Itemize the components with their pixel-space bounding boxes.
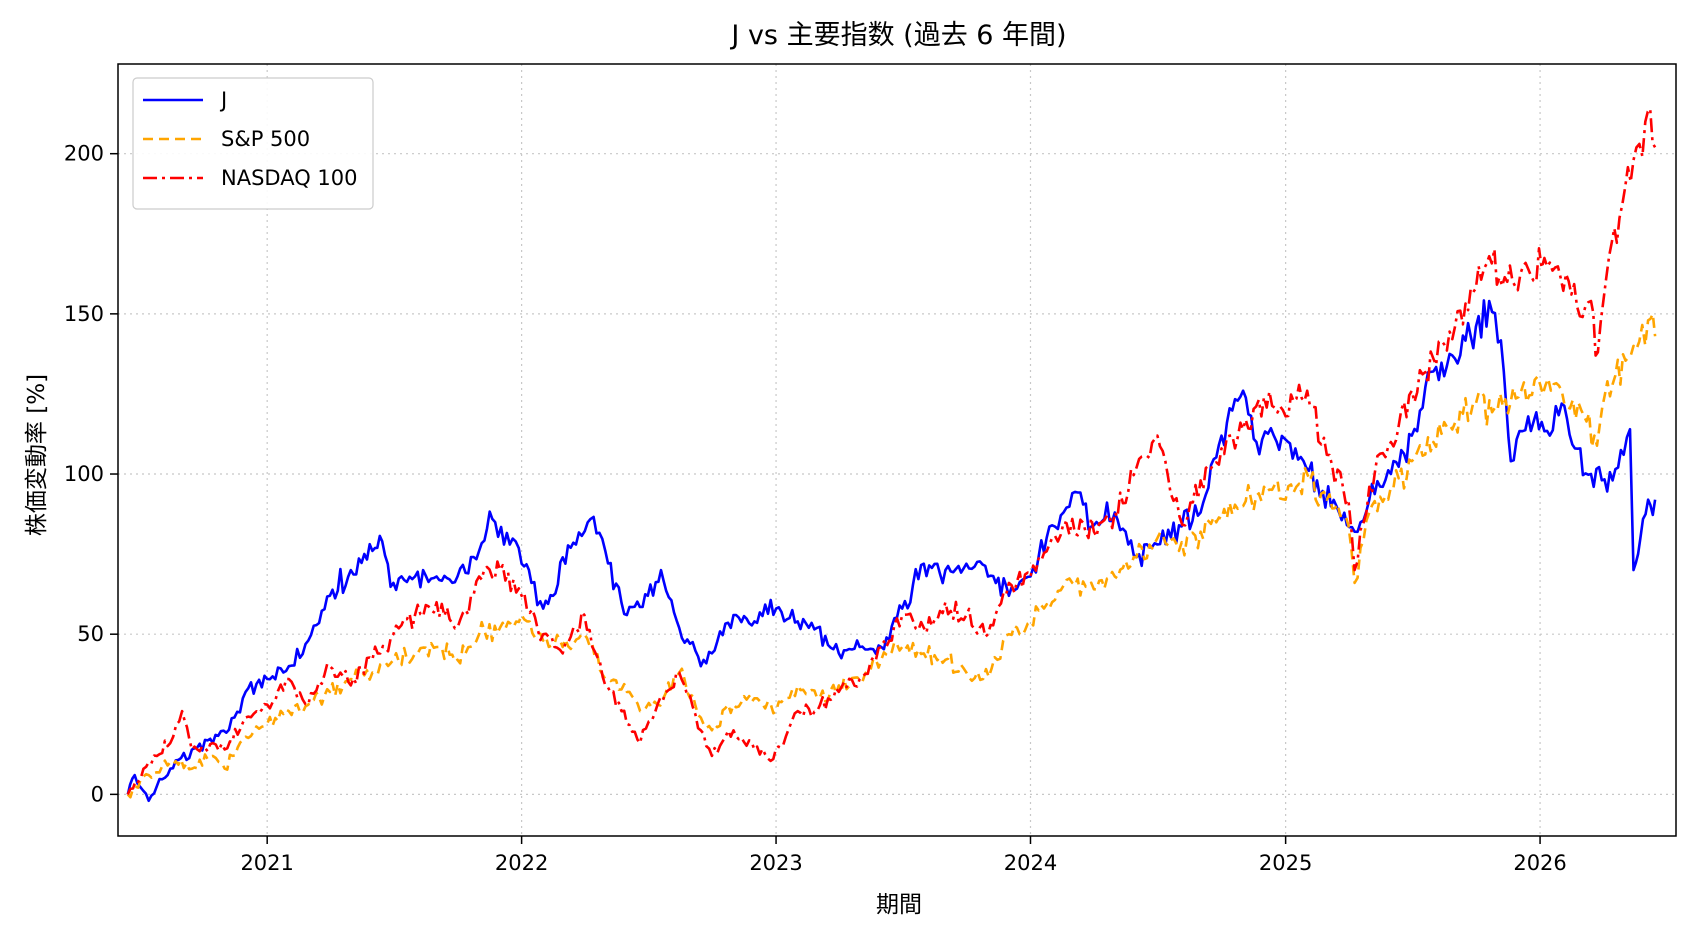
series-lines: [126, 107, 1657, 803]
axis-ticks: 0 50 100 150 200 2021 2022 2023 2024 2025 2026: [64, 142, 1567, 875]
legend-label: S&P 500: [221, 127, 310, 151]
x-tick-label: 2022: [495, 851, 548, 875]
y-tick-label: 0: [91, 782, 104, 806]
legend-label: J: [219, 88, 227, 112]
x-tick-label: 2023: [749, 851, 802, 875]
legend: J S&P 500 NASDAQ 100: [132, 77, 374, 210]
y-tick-label: 100: [64, 462, 104, 486]
plot-area-frame: [117, 63, 1677, 837]
y-tick-label: 200: [64, 142, 104, 166]
y-axis-label: 株価変動率 [%]: [24, 374, 50, 536]
chart-title: J vs 主要指数 (過去 6 年間): [729, 20, 1066, 51]
x-tick-label: 2025: [1259, 851, 1312, 875]
series-line-0: [126, 299, 1657, 803]
x-tick-label: 2021: [240, 851, 293, 875]
x-tick-label: 2026: [1513, 851, 1566, 875]
legend-box: [132, 77, 374, 210]
y-tick-label: 150: [64, 302, 104, 326]
series-line-2: [126, 107, 1657, 795]
x-tick-label: 2024: [1004, 851, 1057, 875]
legend-label: NASDAQ 100: [221, 166, 358, 190]
y-tick-label: 50: [77, 622, 104, 646]
x-axis-label: 期間: [876, 892, 922, 918]
grid-lines: [118, 64, 1676, 836]
